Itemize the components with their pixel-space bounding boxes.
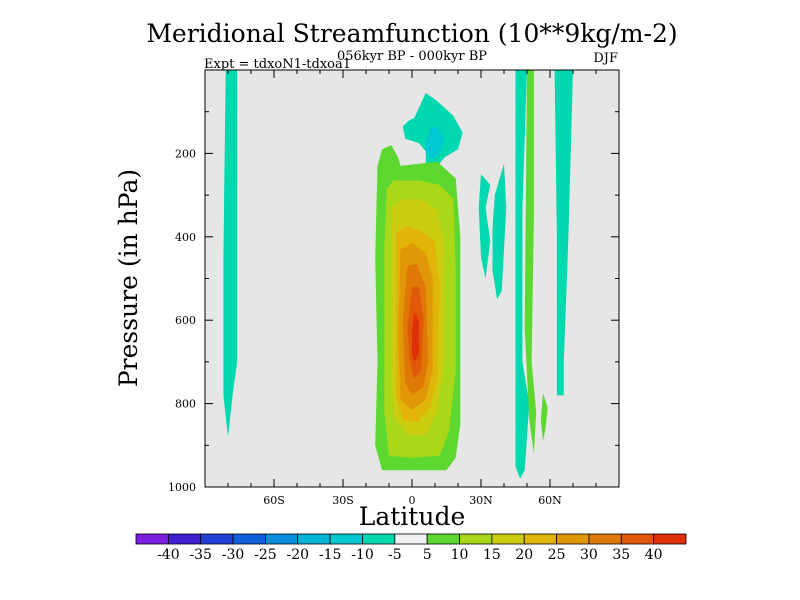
contour-tropical-cell-40 (412, 311, 419, 362)
colorbar-swatch (232, 533, 266, 545)
experiment-label: Expt = tdxoN1-tdxoa1 (204, 57, 351, 72)
x-tick-label: 0 (409, 494, 416, 507)
colorbar-label: 35 (612, 547, 630, 563)
contour-nh-midlat-negative-a (478, 174, 491, 279)
y-tick-label: 800 (175, 398, 196, 411)
contour-nh-high-lat-negative (554, 70, 573, 396)
contour-sh-high-lat-negative (223, 70, 238, 437)
contour-features (223, 70, 573, 479)
colorbar-label: -5 (388, 547, 402, 563)
colorbar-label: -25 (254, 547, 277, 563)
season-label: DJF (593, 51, 618, 66)
chart-title: Meridional Streamfunction (10**9kg/m-2) (146, 19, 677, 48)
chart-subtitle: 056kyr BP - 000kyr BP (337, 49, 487, 64)
colorbar-swatch (297, 533, 331, 545)
y-axis-label: Pressure (in hPa) (114, 169, 143, 387)
contour-nh-50n-negative (515, 70, 530, 479)
colorbar-label: -40 (157, 547, 180, 563)
x-axis-label: Latitude (359, 502, 466, 531)
colorbar-label: -10 (351, 547, 374, 563)
contour-nh-midlat-negative-b (492, 163, 507, 300)
colorbar-swatch (556, 533, 590, 545)
colorbar-swatch (167, 533, 202, 545)
y-axis: 200 400 600 800 1000 (168, 111, 619, 494)
colorbar-swatch (362, 533, 396, 545)
colorbar-label: -20 (286, 547, 309, 563)
colorbar-label: -30 (222, 547, 245, 563)
colorbar-swatch (135, 533, 169, 545)
y-tick-label: 400 (175, 231, 196, 244)
colorbar-label: 40 (645, 547, 663, 563)
contour-upper-trop-negative-inner (425, 126, 445, 160)
colorbar-swatch (653, 533, 687, 545)
colorbar-swatch (265, 533, 299, 545)
colorbar: -40 -35 -30 -25 -20 -15 -10 -5 5 10 15 20 25 30 35 40 (135, 533, 687, 563)
contour-nh-60n-positive-small (540, 393, 548, 442)
colorbar-swatch (588, 533, 622, 545)
x-axis: 60S 30S 0 30N 60N (227, 70, 597, 507)
colorbar-swatch (200, 533, 234, 545)
colorbar-swatch (426, 533, 460, 545)
y-tick-label: 1000 (168, 481, 196, 494)
x-tick-label: 60N (538, 494, 562, 507)
x-tick-label: 60S (263, 494, 285, 507)
colorbar-label: 25 (548, 547, 566, 563)
x-tick-label: 30N (469, 494, 493, 507)
colorbar-swatch (491, 533, 525, 545)
colorbar-label: -15 (319, 547, 342, 563)
contour-nh-50n-positive (524, 70, 537, 454)
colorbar-label: 5 (423, 547, 432, 563)
colorbar-label: 15 (483, 547, 501, 563)
y-tick-label: 200 (175, 147, 196, 160)
colorbar-swatch (394, 533, 428, 545)
colorbar-label: 30 (580, 547, 598, 563)
colorbar-swatch (523, 533, 557, 545)
y-tick-label: 600 (175, 314, 196, 327)
colorbar-swatch (459, 533, 493, 545)
colorbar-label: 10 (451, 547, 469, 563)
colorbar-swatch (620, 533, 655, 545)
x-tick-label: 30S (332, 494, 354, 507)
colorbar-label: 20 (515, 547, 533, 563)
colorbar-label: -35 (189, 547, 212, 563)
colorbar-swatch (329, 533, 363, 545)
